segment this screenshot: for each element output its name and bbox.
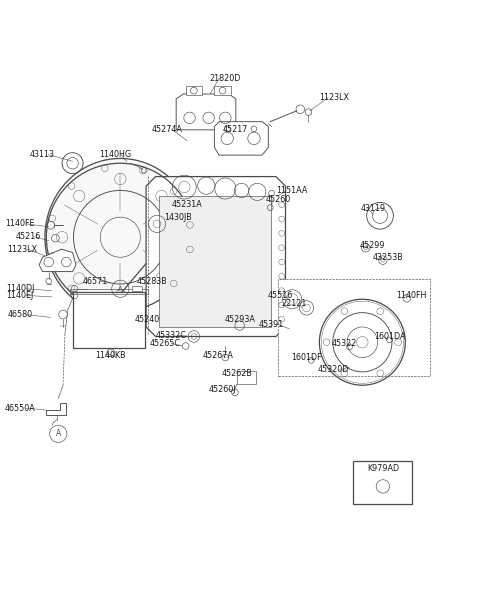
Bar: [237, 371, 256, 384]
Text: 1140FE: 1140FE: [5, 219, 35, 229]
Text: 43253B: 43253B: [372, 253, 403, 262]
Text: 1151AA: 1151AA: [276, 186, 308, 195]
Text: 1140DJ: 1140DJ: [6, 284, 34, 293]
Text: 45320D: 45320D: [318, 365, 349, 375]
Text: 46550A: 46550A: [5, 403, 36, 413]
Text: 45260J: 45260J: [209, 385, 236, 393]
Text: 45231A: 45231A: [172, 200, 203, 209]
Text: 45262B: 45262B: [221, 369, 252, 378]
Bar: [186, 87, 203, 95]
Bar: [72, 292, 145, 348]
Text: K979AD: K979AD: [367, 464, 399, 473]
Text: 45299: 45299: [359, 241, 384, 250]
Text: 1430JB: 1430JB: [164, 213, 192, 221]
Text: 46571: 46571: [83, 277, 108, 286]
Text: 43113: 43113: [30, 150, 55, 159]
Text: 43119: 43119: [361, 204, 386, 213]
Polygon shape: [39, 249, 76, 272]
Text: 45516: 45516: [267, 291, 292, 300]
Polygon shape: [46, 403, 66, 415]
Polygon shape: [146, 177, 286, 336]
Text: 45217: 45217: [222, 125, 248, 134]
Text: 45283B: 45283B: [137, 277, 168, 286]
Polygon shape: [45, 158, 191, 316]
Text: 45274A: 45274A: [151, 125, 182, 134]
Bar: [278, 279, 430, 376]
Bar: [158, 196, 271, 327]
Text: 1140HG: 1140HG: [99, 150, 132, 159]
Text: 45265C: 45265C: [150, 339, 180, 348]
Bar: [215, 87, 231, 95]
Text: 45332C: 45332C: [156, 330, 187, 340]
Polygon shape: [215, 122, 268, 155]
Text: 21820D: 21820D: [209, 74, 240, 82]
Bar: [132, 286, 142, 291]
Text: A: A: [56, 429, 61, 438]
Text: 45322: 45322: [332, 339, 358, 348]
Text: 1601DF: 1601DF: [291, 353, 322, 362]
Text: A: A: [118, 286, 123, 292]
Text: 45391: 45391: [259, 320, 284, 329]
Bar: [353, 461, 412, 504]
Text: 46580: 46580: [8, 310, 33, 319]
Text: 45260: 45260: [265, 195, 290, 204]
Text: 45293A: 45293A: [224, 315, 255, 324]
Text: 45240: 45240: [135, 315, 160, 324]
Text: 1140EJ: 1140EJ: [6, 291, 34, 300]
Text: 1140KB: 1140KB: [96, 351, 126, 360]
Bar: [70, 289, 147, 294]
Polygon shape: [176, 94, 236, 130]
Text: 45267A: 45267A: [202, 351, 233, 360]
Text: 1601DA: 1601DA: [374, 332, 405, 341]
Text: 22121: 22121: [281, 299, 307, 307]
Text: 45216: 45216: [15, 232, 41, 241]
Text: 1123LX: 1123LX: [319, 93, 348, 102]
Text: 1123LX: 1123LX: [7, 244, 37, 254]
Text: 1140FH: 1140FH: [396, 291, 427, 300]
